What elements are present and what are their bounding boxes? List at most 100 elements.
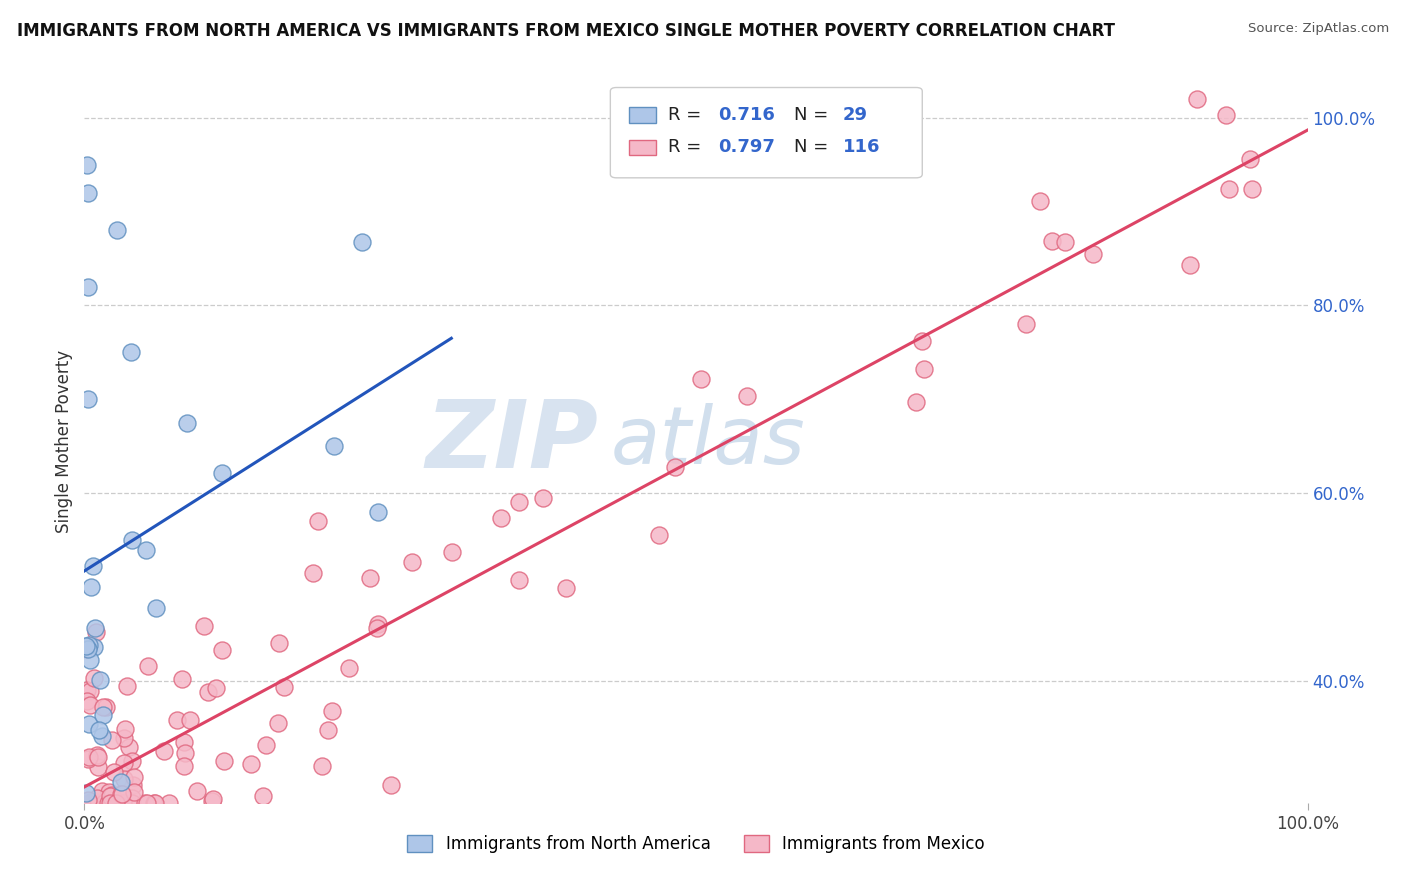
- Text: 116: 116: [842, 138, 880, 156]
- Immigrants from Mexico: [508, 494, 530, 508]
- Immigrants from North America: [79, 716, 101, 731]
- Immigrants from Mexico: [121, 796, 143, 810]
- Immigrants from Mexico: [111, 787, 134, 801]
- Immigrants from Mexico: [108, 796, 131, 810]
- Immigrants from Mexico: [491, 511, 513, 525]
- Immigrants from Mexico: [157, 796, 180, 810]
- Immigrants from Mexico: [94, 796, 117, 810]
- Immigrants from Mexico: [111, 796, 134, 810]
- Immigrants from Mexico: [186, 784, 208, 798]
- Immigrants from North America: [76, 186, 98, 200]
- Immigrants from North America: [75, 786, 97, 800]
- Immigrants from Mexico: [240, 756, 263, 771]
- Immigrants from Mexico: [103, 764, 125, 779]
- Immigrants from Mexico: [173, 735, 195, 749]
- Immigrants from North America: [82, 559, 104, 574]
- Immigrants from Mexico: [337, 661, 360, 675]
- Text: N =: N =: [794, 138, 834, 156]
- Immigrants from North America: [83, 640, 105, 654]
- FancyBboxPatch shape: [610, 87, 922, 178]
- Immigrants from North America: [79, 653, 101, 667]
- Immigrants from Mexico: [80, 796, 103, 810]
- Text: ZIP: ZIP: [425, 395, 598, 488]
- Immigrants from Mexico: [1054, 235, 1077, 249]
- Immigrants from Mexico: [1185, 92, 1208, 106]
- Immigrants from Mexico: [1040, 234, 1063, 248]
- Text: R =: R =: [668, 138, 707, 156]
- Immigrants from Mexico: [1178, 258, 1201, 272]
- Immigrants from Mexico: [252, 789, 274, 804]
- Immigrants from North America: [84, 621, 107, 635]
- Text: Source: ZipAtlas.com: Source: ZipAtlas.com: [1249, 22, 1389, 36]
- Immigrants from Mexico: [193, 619, 215, 633]
- Immigrants from Mexico: [100, 788, 122, 802]
- Immigrants from Mexico: [82, 794, 104, 808]
- Immigrants from North America: [322, 439, 344, 453]
- Immigrants from North America: [110, 774, 132, 789]
- Immigrants from North America: [211, 466, 233, 480]
- Immigrants from Mexico: [554, 581, 576, 595]
- Immigrants from Mexico: [212, 754, 235, 768]
- Immigrants from Mexico: [100, 733, 122, 747]
- Y-axis label: Single Mother Poverty: Single Mother Poverty: [55, 350, 73, 533]
- Immigrants from Mexico: [179, 713, 201, 727]
- Immigrants from Mexico: [79, 698, 101, 712]
- Immigrants from Mexico: [359, 571, 381, 585]
- Immigrants from Mexico: [316, 723, 339, 738]
- Immigrants from North America: [121, 533, 143, 547]
- Immigrants from Mexico: [380, 779, 402, 793]
- Immigrants from Mexico: [254, 738, 277, 752]
- Immigrants from North America: [76, 158, 98, 172]
- Immigrants from Mexico: [86, 747, 108, 762]
- Immigrants from Mexico: [98, 789, 121, 804]
- Immigrants from Mexico: [121, 755, 143, 769]
- Immigrants from Mexico: [273, 680, 295, 694]
- Immigrants from North America: [120, 345, 142, 359]
- Immigrants from North America: [93, 708, 115, 723]
- Immigrants from Mexico: [142, 796, 165, 810]
- Immigrants from Mexico: [173, 746, 195, 760]
- Immigrants from Mexico: [735, 389, 758, 403]
- Text: 0.797: 0.797: [718, 138, 775, 156]
- Immigrants from Mexico: [366, 621, 388, 635]
- Immigrants from Mexico: [1015, 317, 1038, 331]
- Immigrants from Mexico: [83, 796, 105, 810]
- Immigrants from North America: [90, 729, 112, 743]
- Text: R =: R =: [668, 106, 707, 124]
- Immigrants from Mexico: [321, 704, 343, 718]
- Immigrants from Mexico: [302, 566, 325, 581]
- Immigrants from Mexico: [135, 796, 157, 810]
- Immigrants from Mexico: [904, 395, 927, 409]
- Immigrants from North America: [77, 642, 100, 657]
- Text: IMMIGRANTS FROM NORTH AMERICA VS IMMIGRANTS FROM MEXICO SINGLE MOTHER POVERTY CO: IMMIGRANTS FROM NORTH AMERICA VS IMMIGRA…: [17, 22, 1115, 40]
- Immigrants from Mexico: [86, 790, 108, 805]
- Immigrants from North America: [352, 235, 374, 249]
- Text: atlas: atlas: [610, 402, 806, 481]
- Immigrants from Mexico: [912, 362, 935, 376]
- Immigrants from North America: [145, 601, 167, 615]
- Immigrants from Mexico: [166, 713, 188, 727]
- FancyBboxPatch shape: [628, 107, 655, 123]
- Immigrants from North America: [77, 638, 100, 652]
- Immigrants from Mexico: [112, 772, 135, 786]
- Immigrants from Mexico: [134, 796, 156, 810]
- Immigrants from Mexico: [202, 792, 225, 806]
- Immigrants from Mexico: [112, 731, 135, 745]
- Immigrants from Mexico: [1215, 108, 1237, 122]
- Immigrants from Mexico: [197, 684, 219, 698]
- Immigrants from Mexico: [170, 672, 193, 686]
- Immigrants from Mexico: [93, 796, 115, 810]
- Immigrants from Mexico: [86, 624, 108, 639]
- Immigrants from North America: [135, 542, 157, 557]
- Immigrants from Mexico: [96, 796, 118, 810]
- Immigrants from North America: [87, 723, 110, 738]
- Legend: Immigrants from North America, Immigrants from Mexico: Immigrants from North America, Immigrant…: [401, 828, 991, 860]
- Immigrants from Mexico: [83, 671, 105, 685]
- Immigrants from Mexico: [105, 796, 128, 810]
- Immigrants from Mexico: [76, 642, 98, 657]
- Immigrants from Mexico: [269, 635, 291, 649]
- Immigrants from North America: [77, 279, 100, 293]
- Immigrants from Mexico: [91, 783, 114, 797]
- Immigrants from North America: [77, 392, 100, 407]
- Immigrants from Mexico: [911, 334, 934, 348]
